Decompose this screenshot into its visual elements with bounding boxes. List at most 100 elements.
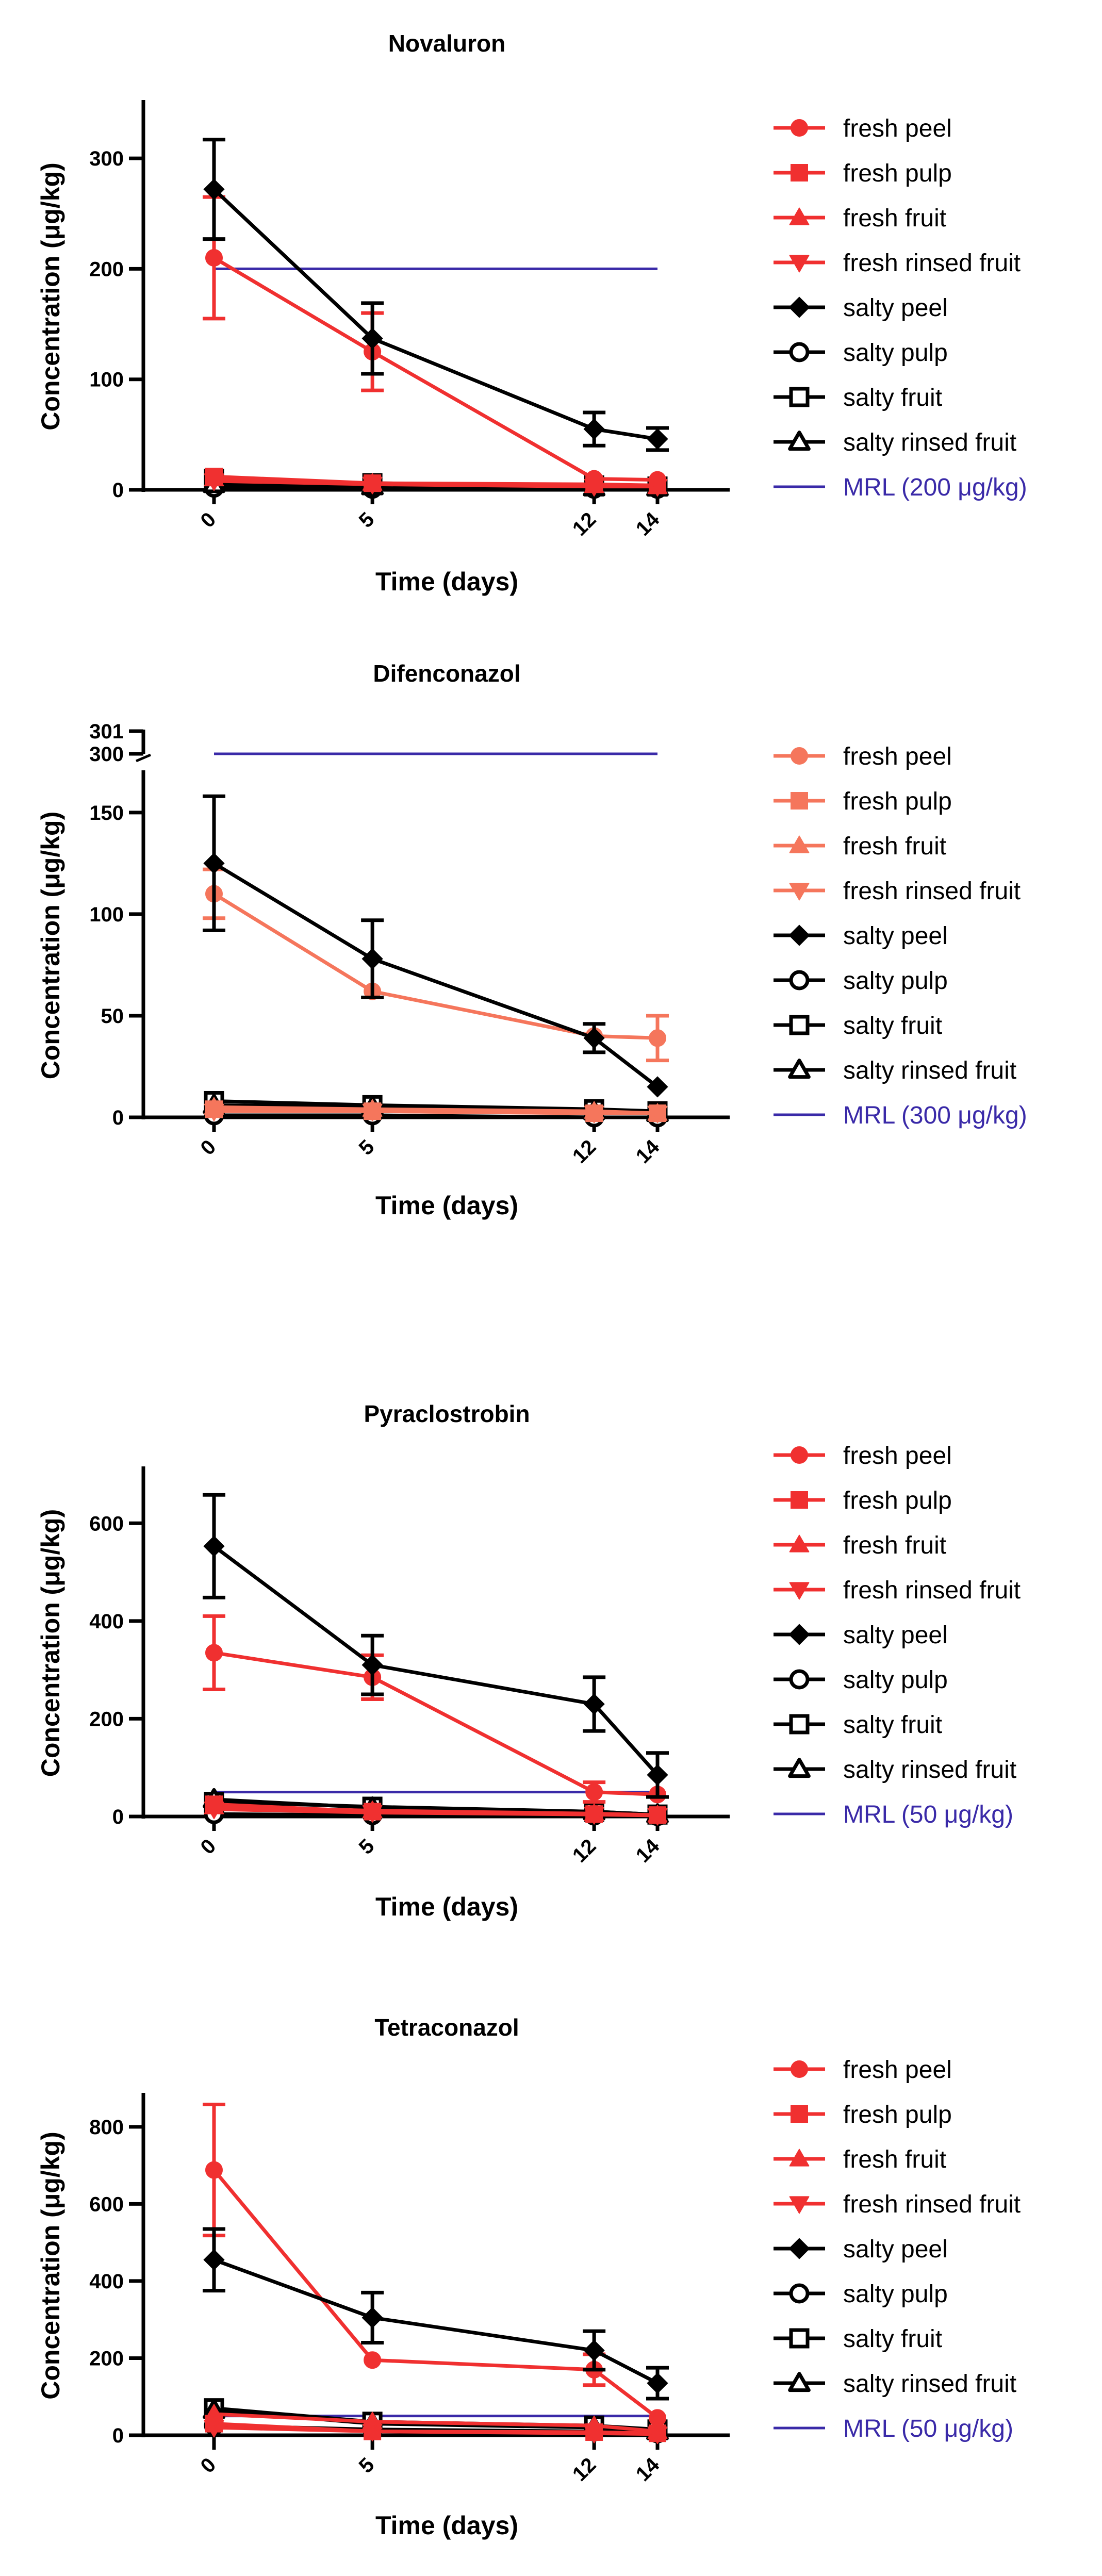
data-point — [647, 1105, 668, 1124]
legend-marker — [789, 2149, 810, 2167]
legend-label: salty pulp — [843, 967, 948, 995]
legend-label: fresh fruit — [843, 205, 946, 232]
series-fresh-rinsed-fruit — [204, 1802, 668, 1826]
series-line — [213, 1807, 658, 1818]
legend: fresh peel fresh pulp fresh fruit fresh rin… — [774, 2056, 1021, 2442]
data-point — [361, 2307, 383, 2329]
legend-marker — [788, 431, 811, 451]
y-tick-label: 400 — [89, 2270, 124, 2293]
legend-marker — [791, 2105, 808, 2123]
legend-marker — [788, 924, 810, 946]
legend-marker — [788, 1758, 811, 1778]
legend-marker — [791, 119, 808, 137]
data-point — [364, 2351, 382, 2369]
x-tick-label: 5 — [355, 1835, 379, 1859]
x-tick-label: 0 — [196, 1835, 221, 1859]
legend-marker — [789, 883, 810, 901]
data-point — [362, 1103, 383, 1121]
series-salty-peel — [203, 1493, 669, 1799]
legend: fresh peel fresh pulp fresh fruit fresh rin… — [774, 115, 1027, 501]
legend-marker — [788, 2372, 811, 2392]
series-line — [212, 1545, 659, 1776]
data-point — [362, 2423, 383, 2441]
y-tick-label: 100 — [89, 903, 124, 926]
legend-marker — [788, 296, 810, 318]
data-point — [647, 1808, 668, 1826]
y-axis-title: Concentration (μg/kg) — [36, 812, 65, 1079]
legend-marker — [789, 970, 810, 990]
legend-label: fresh rinsed fruit — [843, 2191, 1021, 2218]
data-point — [203, 2249, 225, 2271]
data-point — [584, 2425, 604, 2443]
data-point — [204, 1802, 224, 1820]
series-line — [213, 479, 657, 489]
x-axis-title: Time (days) — [375, 1191, 518, 1220]
data-point — [647, 428, 668, 450]
legend-marker — [789, 2196, 810, 2214]
x-axis-title: Time (days) — [375, 567, 518, 596]
legend-marker — [788, 1624, 810, 1645]
legend-label: salty rinsed fruit — [843, 429, 1016, 456]
series-line — [212, 188, 658, 441]
data-point — [583, 1693, 605, 1715]
data-point — [583, 1027, 605, 1049]
legend-marker — [789, 835, 810, 853]
data-point — [584, 1105, 604, 1124]
legend-marker — [791, 164, 808, 181]
legend-marker — [789, 387, 810, 407]
legend-label: fresh rinsed fruit — [843, 1577, 1021, 1604]
legend-marker — [789, 207, 810, 225]
data-point — [361, 948, 383, 970]
legend-label: fresh fruit — [843, 2146, 946, 2173]
legend-label: fresh rinsed fruit — [843, 250, 1021, 277]
chart-tetraconazol: Tetraconazol 0 200 400 600 800 0 5 12 14 Time (day… — [36, 2014, 1021, 2540]
data-point — [203, 178, 225, 200]
legend-label: salty rinsed fruit — [843, 1057, 1016, 1084]
legend-label: salty fruit — [843, 1012, 942, 1039]
data-point — [647, 1764, 668, 1786]
x-tick-label: 0 — [196, 2453, 221, 2478]
x-tick-label: 0 — [196, 1135, 221, 1160]
series-line — [213, 256, 658, 482]
data-point — [203, 852, 225, 874]
x-tick-label: 12 — [568, 1135, 601, 1168]
data-point — [585, 470, 603, 488]
series-fresh-rinsed-fruit — [204, 1103, 668, 1124]
legend-mrl-label: MRL (200 μg/kg) — [843, 474, 1027, 501]
y-tick-label: 0 — [112, 479, 124, 502]
legend-label: salty fruit — [843, 1711, 942, 1739]
legend-label: fresh pulp — [843, 160, 952, 187]
series-fresh-peel — [203, 2102, 666, 2427]
x-tick-label: 5 — [355, 1135, 379, 1160]
legend-label: salty peel — [843, 1622, 948, 1649]
series-line — [213, 2258, 659, 2385]
series-line — [213, 1099, 658, 1113]
legend-marker — [788, 2238, 810, 2259]
legend-label: salty pulp — [843, 2281, 948, 2308]
legend-label: salty fruit — [843, 2325, 942, 2353]
legend: fresh peel fresh pulp fresh fruit fresh rin… — [774, 743, 1027, 1129]
legend-marker — [789, 1015, 810, 1035]
legend-mrl-label: MRL (50 μg/kg) — [843, 1801, 1013, 1828]
x-tick-label: 14 — [632, 1835, 664, 1867]
x-tick-label: 14 — [632, 508, 664, 540]
legend-label: salty pulp — [843, 339, 948, 367]
x-tick-label: 14 — [632, 1135, 664, 1168]
legend-marker — [789, 1714, 810, 1735]
legend-marker — [791, 1446, 808, 1464]
chart-title: Pyraclostrobin — [364, 1400, 530, 1427]
legend-marker — [789, 2328, 810, 2349]
chart-title: Tetraconazol — [374, 2014, 519, 2041]
y-tick-label: 50 — [101, 1005, 124, 1028]
data-point — [584, 1807, 604, 1825]
data-point — [583, 2339, 605, 2362]
legend-marker — [789, 1669, 810, 1690]
legend-marker — [791, 1491, 808, 1509]
y-tick-label: 301 — [89, 720, 124, 743]
legend-marker — [789, 1534, 810, 1553]
legend-label: fresh rinsed fruit — [843, 878, 1021, 905]
data-point — [204, 1103, 224, 1121]
series-line — [213, 892, 658, 1040]
